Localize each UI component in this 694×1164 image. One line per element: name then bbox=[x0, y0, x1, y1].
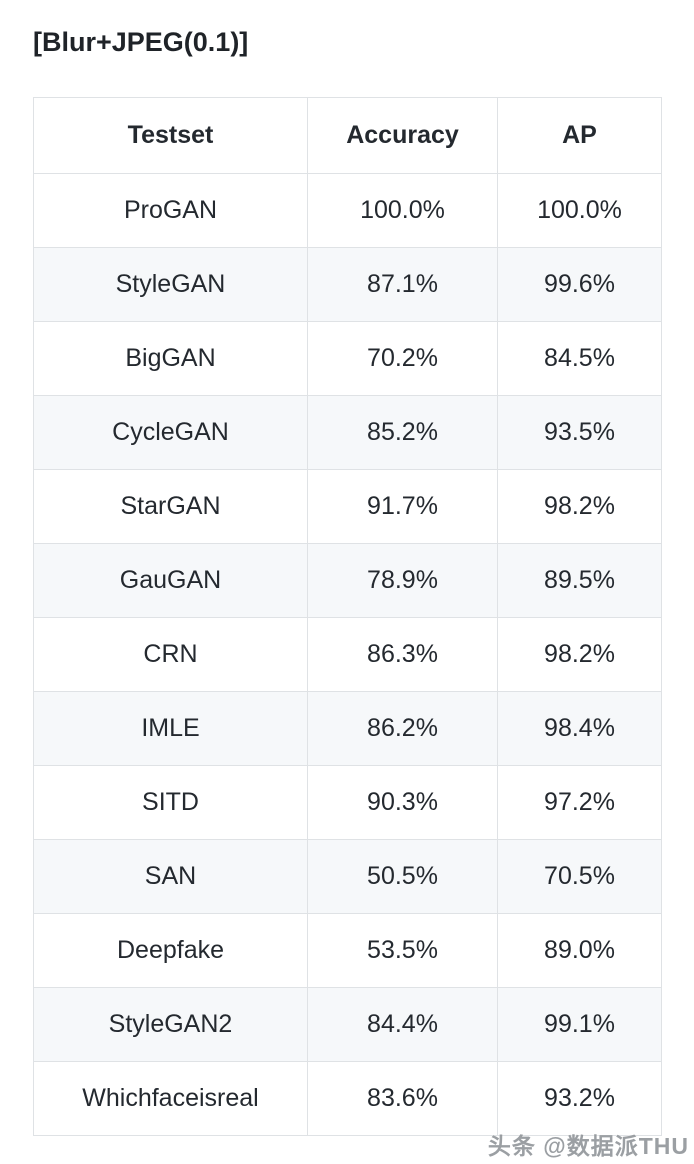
cell-ap: 97.2% bbox=[497, 765, 662, 841]
cell-testset: GauGAN bbox=[33, 543, 308, 619]
cell-testset: CRN bbox=[33, 617, 308, 693]
table-row: BigGAN 70.2% 84.5% bbox=[33, 321, 662, 397]
results-table: Testset Accuracy AP ProGAN 100.0% 100.0%… bbox=[33, 97, 662, 1137]
table-row: SITD 90.3% 97.2% bbox=[33, 765, 662, 841]
cell-accuracy: 85.2% bbox=[307, 395, 498, 471]
cell-ap: 93.2% bbox=[497, 1061, 662, 1137]
cell-accuracy: 50.5% bbox=[307, 839, 498, 915]
page-container: [Blur+JPEG(0.1)] Testset Accuracy AP Pro… bbox=[33, 27, 662, 1137]
cell-accuracy: 90.3% bbox=[307, 765, 498, 841]
cell-accuracy: 100.0% bbox=[307, 173, 498, 249]
table-row: CycleGAN 85.2% 93.5% bbox=[33, 395, 662, 471]
table-row: StyleGAN 87.1% 99.6% bbox=[33, 247, 662, 323]
cell-accuracy: 86.3% bbox=[307, 617, 498, 693]
header-row: Testset Accuracy AP bbox=[33, 97, 662, 175]
cell-accuracy: 53.5% bbox=[307, 913, 498, 989]
cell-accuracy: 87.1% bbox=[307, 247, 498, 323]
cell-ap: 89.0% bbox=[497, 913, 662, 989]
cell-testset: StarGAN bbox=[33, 469, 308, 545]
table-body: ProGAN 100.0% 100.0% StyleGAN 87.1% 99.6… bbox=[33, 173, 662, 1137]
cell-testset: BigGAN bbox=[33, 321, 308, 397]
cell-ap: 70.5% bbox=[497, 839, 662, 915]
cell-ap: 98.2% bbox=[497, 469, 662, 545]
table-row: IMLE 86.2% 98.4% bbox=[33, 691, 662, 767]
table-row: Whichfaceisreal 83.6% 93.2% bbox=[33, 1061, 662, 1137]
table-row: CRN 86.3% 98.2% bbox=[33, 617, 662, 693]
cell-testset: StyleGAN bbox=[33, 247, 308, 323]
cell-ap: 98.2% bbox=[497, 617, 662, 693]
table-row: StarGAN 91.7% 98.2% bbox=[33, 469, 662, 545]
cell-ap: 84.5% bbox=[497, 321, 662, 397]
table-row: GauGAN 78.9% 89.5% bbox=[33, 543, 662, 619]
cell-ap: 98.4% bbox=[497, 691, 662, 767]
table-row: Deepfake 53.5% 89.0% bbox=[33, 913, 662, 989]
cell-accuracy: 86.2% bbox=[307, 691, 498, 767]
header-ap: AP bbox=[497, 97, 662, 175]
page-title: [Blur+JPEG(0.1)] bbox=[33, 27, 249, 57]
watermark: 头条 @数据派THU bbox=[487, 1133, 689, 1159]
header-accuracy: Accuracy bbox=[307, 97, 498, 175]
cell-accuracy: 91.7% bbox=[307, 469, 498, 545]
cell-ap: 99.6% bbox=[497, 247, 662, 323]
table-row: ProGAN 100.0% 100.0% bbox=[33, 173, 662, 249]
table-row: SAN 50.5% 70.5% bbox=[33, 839, 662, 915]
cell-accuracy: 83.6% bbox=[307, 1061, 498, 1137]
cell-testset: SAN bbox=[33, 839, 308, 915]
cell-testset: Whichfaceisreal bbox=[33, 1061, 308, 1137]
cell-ap: 100.0% bbox=[497, 173, 662, 249]
header-testset: Testset bbox=[33, 97, 308, 175]
cell-testset: CycleGAN bbox=[33, 395, 308, 471]
cell-testset: StyleGAN2 bbox=[33, 987, 308, 1063]
table-row: StyleGAN2 84.4% 99.1% bbox=[33, 987, 662, 1063]
cell-testset: Deepfake bbox=[33, 913, 308, 989]
cell-testset: IMLE bbox=[33, 691, 308, 767]
table-header: Testset Accuracy AP bbox=[33, 97, 662, 175]
cell-accuracy: 84.4% bbox=[307, 987, 498, 1063]
cell-accuracy: 78.9% bbox=[307, 543, 498, 619]
cell-testset: ProGAN bbox=[33, 173, 308, 249]
cell-accuracy: 70.2% bbox=[307, 321, 498, 397]
cell-ap: 89.5% bbox=[497, 543, 662, 619]
cell-ap: 93.5% bbox=[497, 395, 662, 471]
cell-ap: 99.1% bbox=[497, 987, 662, 1063]
cell-testset: SITD bbox=[33, 765, 308, 841]
